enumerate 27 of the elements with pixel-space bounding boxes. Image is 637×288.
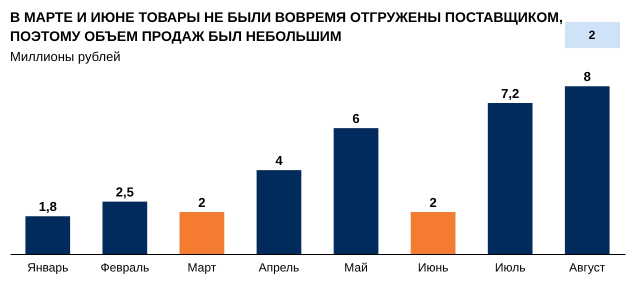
- data-label: 8: [584, 69, 591, 84]
- bar: [25, 216, 70, 254]
- data-label: 1,8: [38, 199, 57, 214]
- bar: [256, 170, 302, 254]
- bar: [102, 202, 148, 254]
- x-tick-label: Апрель: [258, 260, 300, 274]
- data-label: 2: [429, 195, 437, 210]
- data-label: 6: [352, 111, 360, 126]
- chart-subtitle: Миллионы рублей: [10, 49, 121, 64]
- data-label: 2,5: [116, 184, 134, 200]
- chart-title: В МАРТЕ И ИЮНЕ ТОВАРЫ НЕ БЫЛИ ВОВРЕМЯ ОТГРУЖЕНЫ ПОСТАВЩИКОМ, ПОЭТОМУ ОБЪЕМ ПРОДАЖ БЫЛ НЕБОЛЬШИМ: [10, 9, 563, 44]
- bar: [410, 212, 456, 254]
- text: 2: [588, 28, 596, 42]
- data-label: 7,2: [501, 86, 520, 101]
- x-tick-label: Март: [188, 260, 217, 274]
- bar: [488, 102, 533, 254]
- x-tick-label: Май: [344, 260, 368, 274]
- x-tick-label: Август: [569, 260, 606, 274]
- x-tick-label: Январь: [27, 260, 68, 274]
- data-label: 2: [198, 195, 206, 210]
- x-tick-label: Июль: [494, 260, 526, 274]
- x-tick-label: Февраль: [100, 260, 150, 274]
- data-label: 4: [275, 153, 284, 168]
- bar: [564, 86, 610, 254]
- bar: [334, 128, 378, 254]
- x-tick-label: Июнь: [418, 260, 448, 274]
- bar: [180, 212, 224, 254]
